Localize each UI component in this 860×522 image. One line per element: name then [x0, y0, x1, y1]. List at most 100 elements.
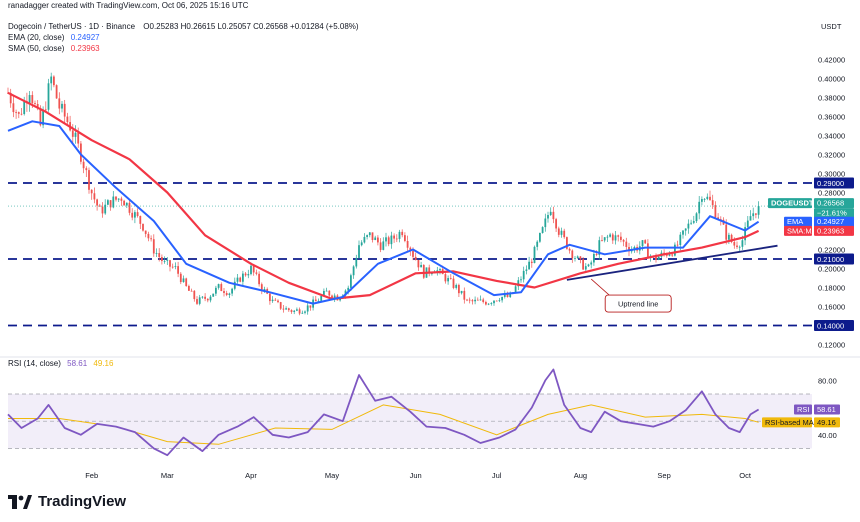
candle-body: [474, 299, 476, 302]
candle-body: [557, 228, 560, 235]
candle-body: [385, 237, 387, 242]
candle-body: [617, 235, 620, 237]
candle-body: [155, 253, 158, 254]
rsi-ma-badge-value-bg: [814, 417, 840, 428]
candle-body: [271, 299, 274, 302]
candle-body: [555, 219, 557, 229]
candles: [7, 72, 760, 316]
candle-body: [574, 258, 576, 259]
symbol-name[interactable]: Dogecoin / TetherUS · 1D · Binance: [8, 22, 136, 31]
trendline: Uptrend line: [566, 244, 778, 313]
candle-body: [468, 299, 471, 301]
candle-body: [296, 309, 298, 311]
change-badge: −21.61%: [817, 209, 847, 218]
candle-body: [482, 299, 485, 302]
rsi-ma-badge-label-bg: [762, 417, 812, 428]
candle-body: [304, 311, 306, 313]
sma-legend-value: 0.23963: [70, 44, 100, 53]
candle-body: [358, 245, 360, 258]
candle-body: [630, 250, 633, 252]
candle-body: [333, 295, 336, 299]
candle-body: [58, 98, 61, 109]
candle-body: [395, 238, 398, 240]
candle-body: [657, 256, 660, 260]
month-tick-label: Apr: [245, 471, 257, 480]
candle-body: [34, 103, 36, 104]
candle-body: [401, 231, 404, 236]
candle-body: [409, 247, 412, 251]
candle-body: [490, 303, 493, 304]
price-tick-label: 0.36000: [818, 113, 845, 122]
candle-body: [606, 236, 609, 238]
candle-body: [242, 273, 244, 282]
candle-body: [347, 287, 350, 291]
ema-legend[interactable]: EMA (20, close) 0.24927: [8, 33, 100, 42]
rsi-ma-legend-value: 49.16: [93, 359, 114, 368]
candle-body: [717, 217, 719, 220]
candle-body: [360, 242, 363, 246]
candle-body: [641, 240, 644, 247]
rsi-badge-value-bg: [814, 404, 840, 415]
candle-body: [536, 241, 539, 247]
candle-body: [131, 212, 134, 218]
candle-body: [134, 212, 136, 218]
candle-body: [655, 256, 657, 260]
candle-body: [47, 83, 50, 110]
candle-body: [188, 285, 190, 291]
candle-body: [625, 241, 628, 247]
candle-body: [571, 250, 574, 259]
rsi-legend[interactable]: RSI (14, close) 58.61 49.16: [8, 359, 113, 368]
candle-body: [514, 286, 517, 293]
candle-body: [352, 266, 355, 276]
candle-body: [752, 213, 755, 217]
candle-body: [611, 234, 614, 241]
tradingview-logo[interactable]: TradingView: [8, 493, 126, 510]
candle-body: [506, 294, 509, 297]
candle-body: [366, 235, 368, 237]
candle-body: [125, 202, 128, 206]
candle-body: [285, 308, 287, 310]
candle-body: [139, 216, 142, 224]
sma-legend-label: SMA (50, close): [8, 44, 65, 53]
sma-legend[interactable]: SMA (50, close) 0.23963: [8, 44, 100, 53]
candle-body: [736, 245, 738, 248]
rsi-ma-badge-value: 49.16: [817, 418, 836, 427]
candle-body: [23, 101, 26, 114]
sma-badge-value: 0.23963: [817, 226, 844, 235]
last-price-badge-bg: [814, 198, 854, 209]
candle-body: [628, 246, 630, 252]
rsi-band-area: [0, 356, 860, 449]
level-badge: 0.21000: [817, 255, 844, 264]
ema-badge-value-bg: [814, 216, 854, 227]
price-tick-label: 0.18000: [818, 284, 845, 293]
candle-body: [53, 76, 55, 86]
candle-body: [495, 300, 498, 302]
sma-badge-label-bg: [784, 225, 812, 236]
candle-body: [517, 280, 520, 287]
month-tick-label: Mar: [161, 471, 174, 480]
candle-body: [80, 143, 82, 162]
candle-body: [196, 299, 198, 304]
candle-body: [493, 300, 495, 304]
candle-body: [250, 265, 252, 275]
candle-body: [198, 297, 201, 304]
candle-body: [579, 256, 582, 260]
candle-body: [428, 267, 431, 274]
rsi-lines: [7, 368, 760, 457]
candle-body: [757, 206, 760, 215]
candle-body: [749, 216, 752, 221]
tradingview-icon: [8, 494, 32, 509]
candle-body: [479, 299, 482, 301]
candle-body: [563, 230, 566, 238]
candle-body: [603, 237, 606, 241]
candle-body: [647, 243, 649, 257]
candle-body: [609, 234, 611, 237]
candle-body: [530, 261, 533, 264]
candle-body: [63, 103, 66, 117]
candle-body: [166, 260, 169, 261]
candle-body: [277, 300, 279, 303]
price-tick-label: 0.42000: [818, 56, 845, 65]
rsi-badge-value: 58.61: [817, 405, 836, 414]
candle-body: [185, 278, 188, 286]
